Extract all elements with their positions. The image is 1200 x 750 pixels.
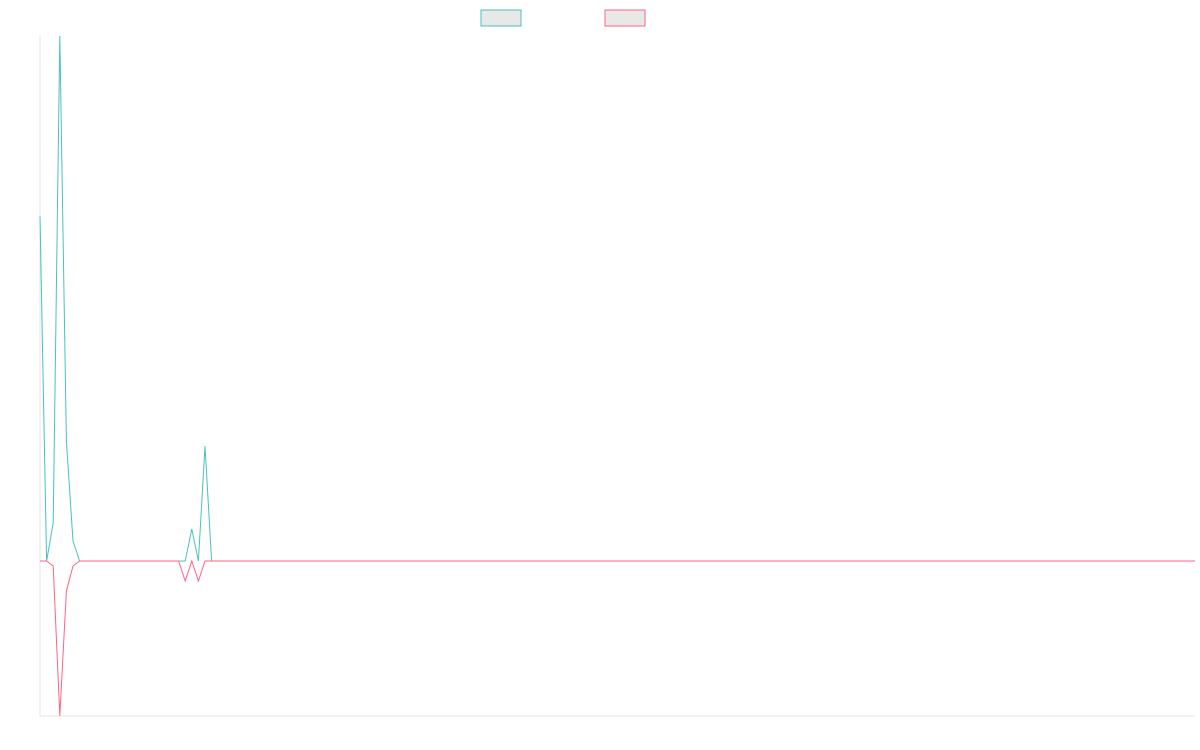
- legend-swatch: [480, 9, 522, 27]
- legend-item-1[interactable]: [480, 9, 522, 27]
- series-line-1: [39, 35, 1195, 562]
- series-line-2: [40, 559, 1195, 717]
- legend-swatch: [604, 9, 646, 27]
- legend-item-2[interactable]: [604, 9, 646, 27]
